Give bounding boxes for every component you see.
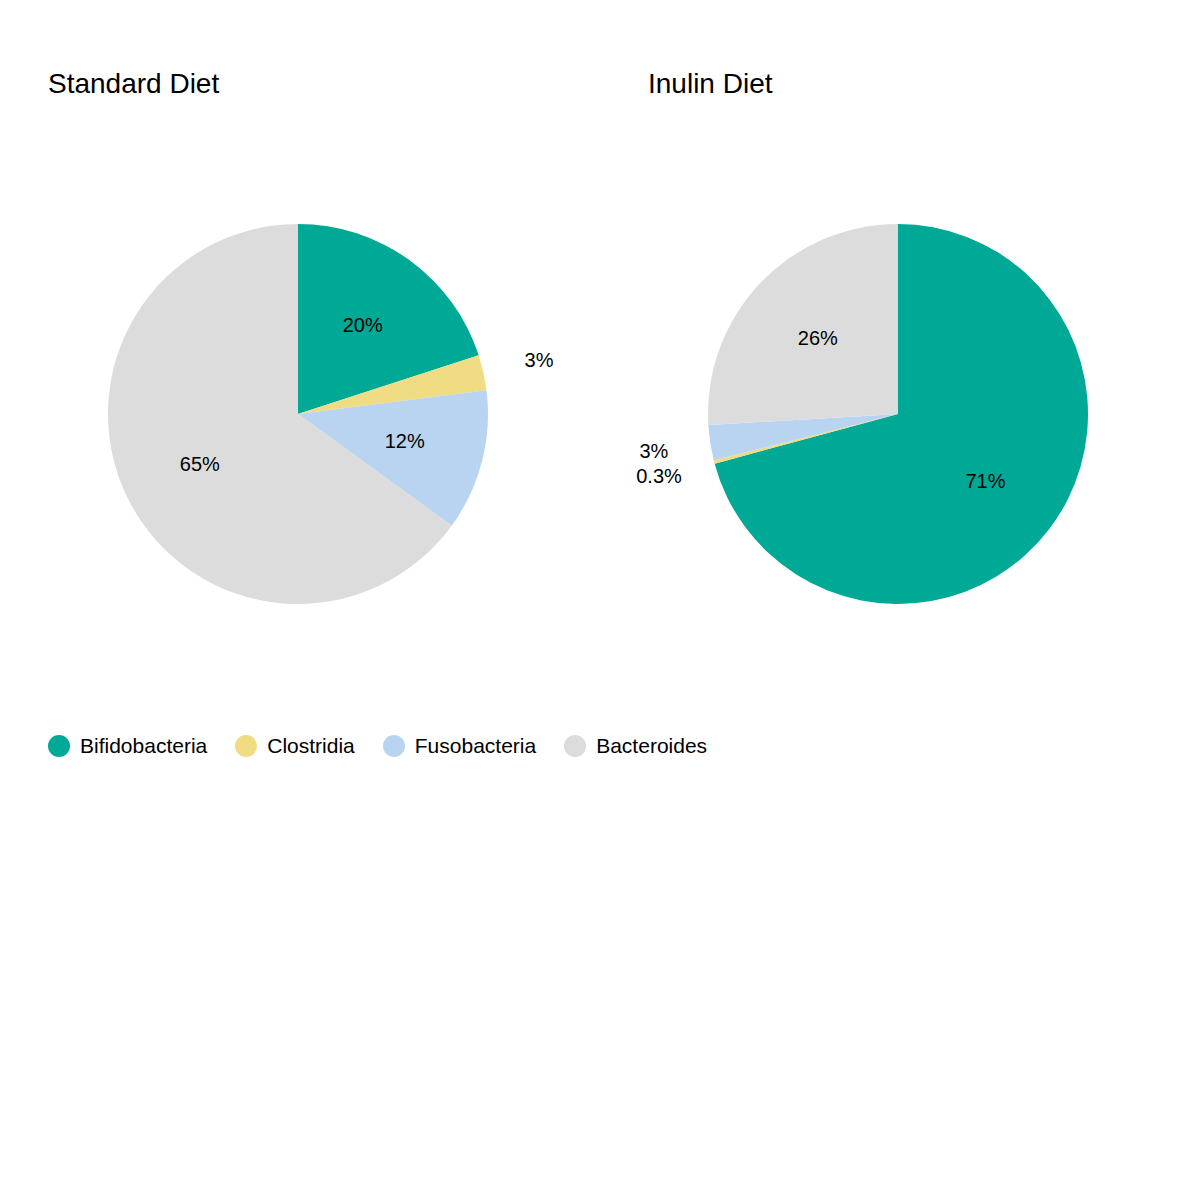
svg-text:0.3%: 0.3% — [636, 465, 682, 487]
html-text:Standard Diet: Standard Diet — [48, 68, 220, 99]
svg-text:20%: 20% — [343, 314, 383, 336]
svg-text:3%: 3% — [639, 440, 668, 462]
svg-text:65%: 65% — [180, 453, 220, 475]
html-text:Clostridia: Clostridia — [267, 734, 355, 757]
svg-text:71%: 71% — [966, 470, 1006, 492]
html-text:Bacteroides: Bacteroides — [596, 734, 708, 757]
svg-text:3%: 3% — [525, 349, 554, 371]
html-text:Inulin Diet: Inulin Diet — [648, 68, 773, 99]
svg-text:12%: 12% — [385, 430, 425, 452]
svg-text:26%: 26% — [798, 327, 838, 349]
html-text:Fusobacteria: Fusobacteria — [414, 734, 537, 757]
html-text:Bifidobacteria: Bifidobacteria — [80, 734, 208, 757]
